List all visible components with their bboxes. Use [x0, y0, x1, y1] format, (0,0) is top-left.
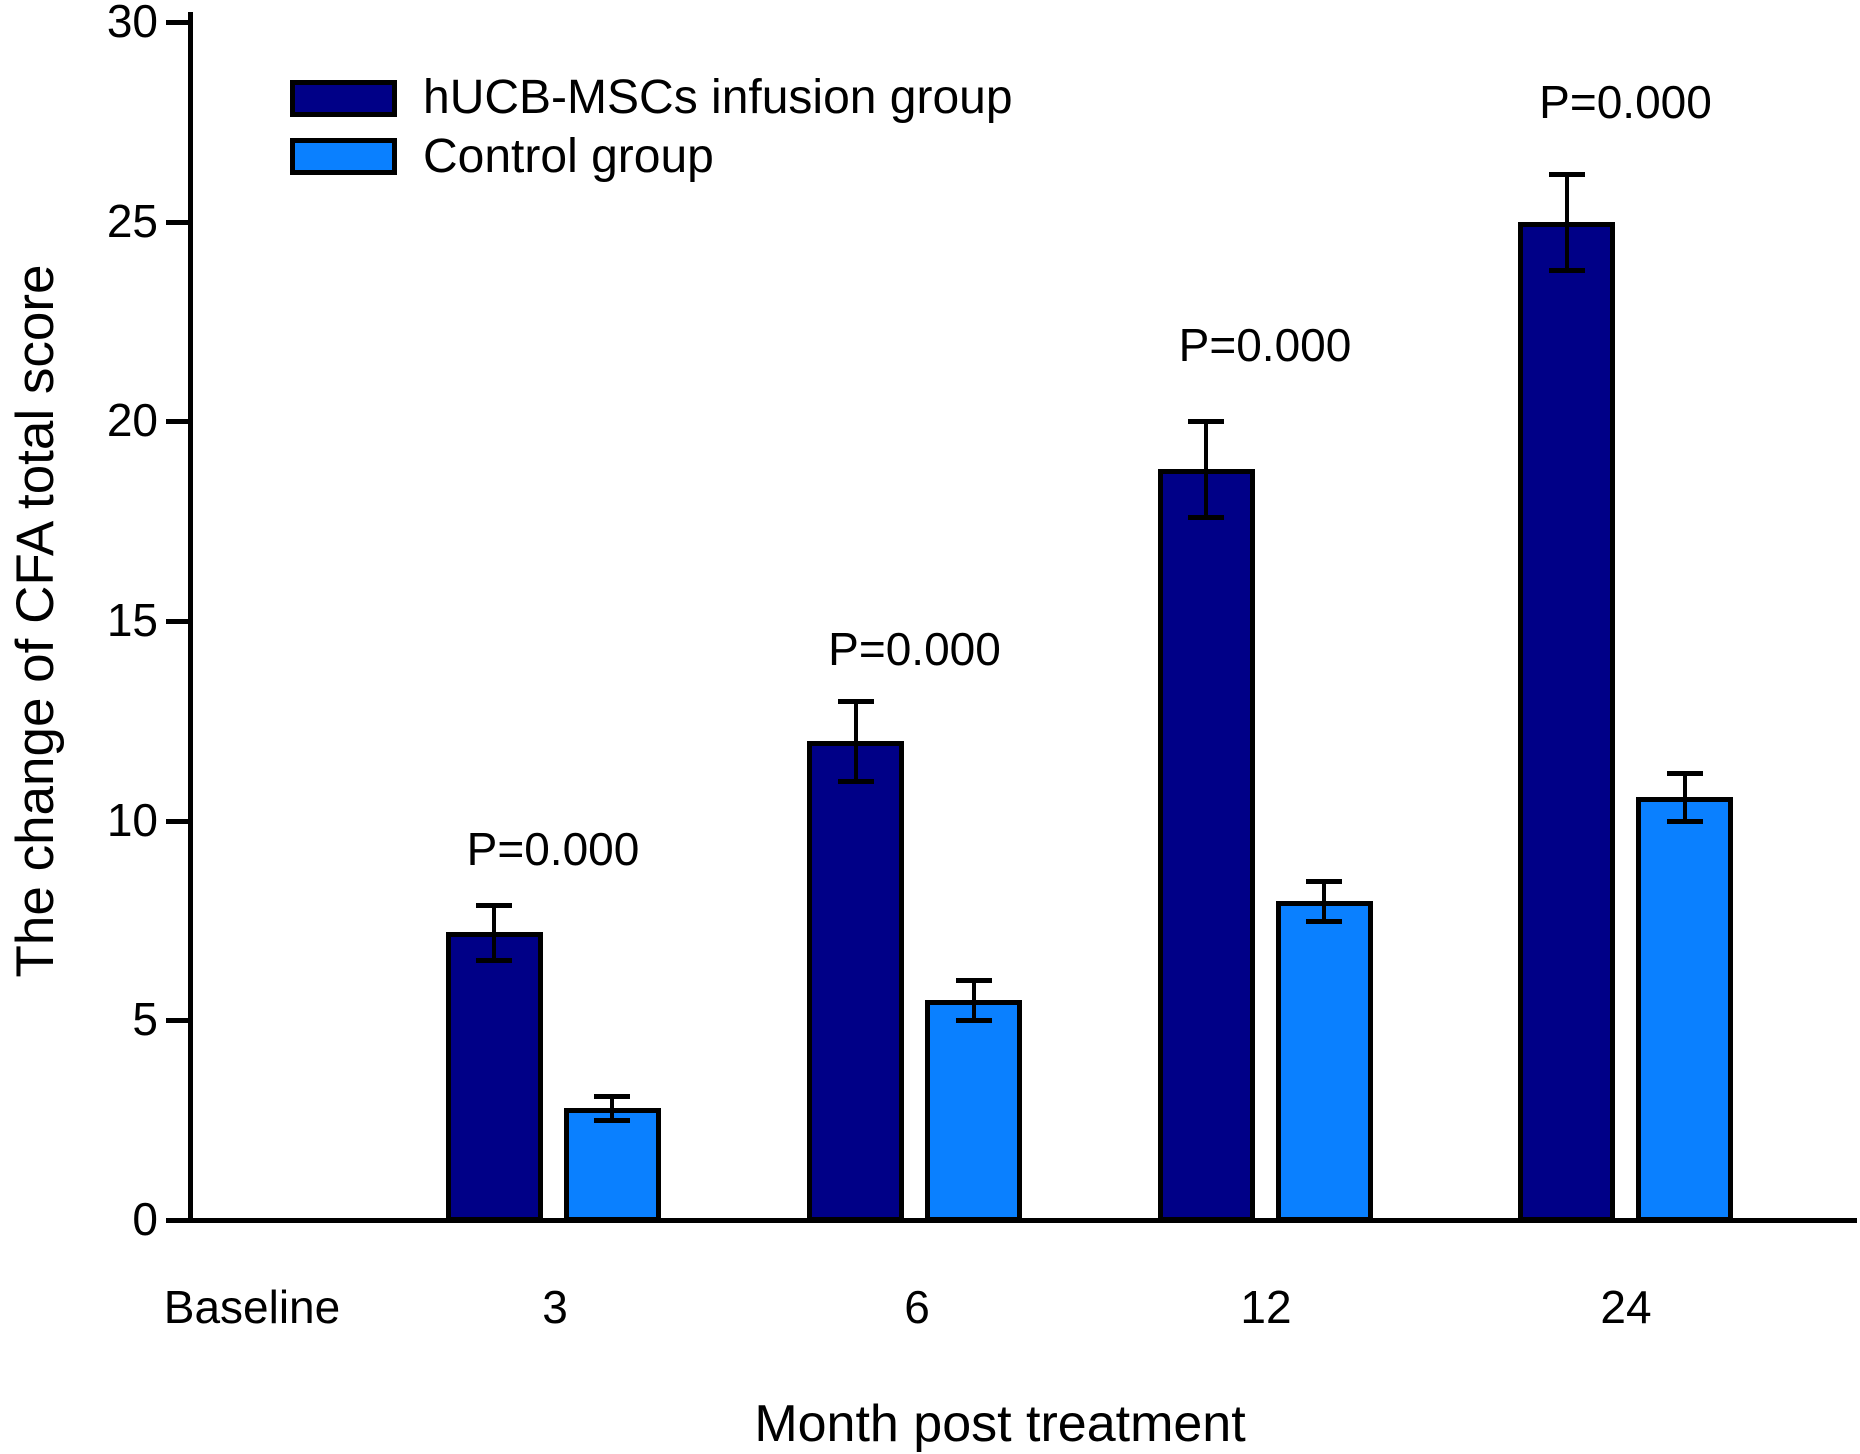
y-tick-label: 5 — [132, 993, 158, 1046]
error-bar-cap-top — [594, 1094, 630, 1100]
p-value-label-month-24: P=0.000 — [1539, 75, 1712, 128]
legend-label-control: Control group — [423, 130, 714, 183]
y-tick-label: 0 — [132, 1193, 158, 1245]
error-bar-whisker — [1322, 880, 1326, 921]
error-bar-cap-bottom — [1548, 267, 1585, 273]
bar-control-month-12 — [1275, 900, 1373, 1222]
y-tick — [166, 219, 188, 225]
error-bar-cap-bottom — [955, 1018, 992, 1024]
error-bar-whisker — [492, 904, 496, 961]
error-bar-cap-top — [476, 902, 512, 908]
x-category-label: Baseline — [163, 1281, 341, 1333]
error-bar-cap-bottom — [1188, 515, 1224, 521]
x-axis-title: Month post treatment — [754, 1395, 1246, 1453]
error-bar-whisker — [971, 980, 976, 1021]
y-tick-label: 15 — [106, 594, 158, 646]
error-bar-whisker — [1204, 421, 1208, 518]
bar-treatment-month-24 — [1518, 221, 1615, 1222]
error-bar-whisker — [853, 700, 858, 781]
error-bar-whisker — [1564, 173, 1569, 270]
bar-treatment-month-3 — [445, 932, 543, 1222]
error-bar-cap-bottom — [1306, 918, 1342, 924]
x-category-label: 24 — [1600, 1281, 1652, 1333]
y-tick — [166, 419, 188, 425]
bar-control-month-3 — [563, 1108, 661, 1222]
x-category-label: 12 — [1240, 1281, 1292, 1333]
y-tick — [166, 619, 188, 624]
error-bar-whisker — [1682, 772, 1687, 821]
y-tick — [166, 1218, 188, 1223]
y-tick-label: 20 — [106, 394, 158, 447]
error-bar-cap-top — [1548, 171, 1585, 177]
y-axis-line — [188, 12, 193, 1223]
error-bar-whisker — [610, 1096, 614, 1121]
y-tick-label: 25 — [106, 194, 158, 247]
error-bar-cap-bottom — [476, 958, 512, 964]
error-bar-cap-top — [955, 978, 992, 984]
y-tick — [166, 20, 188, 25]
y-tick-label: 10 — [106, 793, 158, 846]
y-tick-label: 30 — [106, 0, 158, 47]
y-axis-title: The change of CFA total score — [6, 264, 65, 978]
p-value-label-month-6: P=0.000 — [828, 622, 1001, 675]
error-bar-cap-bottom — [594, 1118, 630, 1124]
legend-label-treatment: hUCB-MSCs infusion group — [423, 71, 1013, 124]
error-bar-cap-top — [837, 698, 874, 704]
bar-control-month-6 — [925, 1000, 1022, 1222]
bar-treatment-month-12 — [1157, 469, 1255, 1222]
error-bar-cap-bottom — [1666, 818, 1703, 824]
x-category-label: 6 — [904, 1281, 930, 1333]
bar-control-month-24 — [1636, 796, 1733, 1222]
y-tick — [166, 1018, 188, 1024]
p-value-label-month-3: P=0.000 — [466, 822, 640, 875]
y-tick — [166, 818, 188, 824]
legend-swatch-treatment — [290, 80, 397, 117]
error-bar-cap-top — [1188, 419, 1224, 425]
x-category-label: 3 — [542, 1281, 568, 1333]
error-bar-cap-bottom — [837, 778, 874, 784]
legend-swatch-control — [290, 138, 397, 175]
error-bar-cap-top — [1306, 878, 1342, 884]
p-value-label-month-12: P=0.000 — [1178, 319, 1352, 372]
error-bar-cap-top — [1666, 770, 1703, 776]
bar-treatment-month-6 — [807, 740, 904, 1222]
x-axis-line — [188, 1218, 1857, 1223]
